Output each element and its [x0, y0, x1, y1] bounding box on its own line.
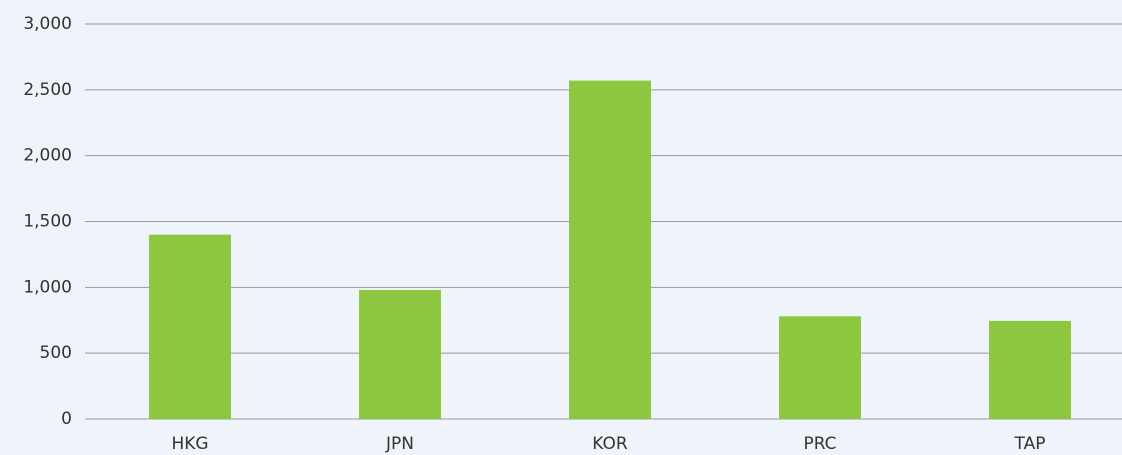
- y-tick-label: 2,000: [23, 146, 72, 166]
- x-tick-label: KOR: [592, 434, 628, 454]
- bar: [989, 320, 1071, 419]
- bar: [359, 289, 441, 419]
- y-tick-label: 3,000: [23, 14, 72, 34]
- x-tick-label: PRC: [803, 434, 836, 454]
- y-tick-label: 500: [40, 343, 72, 363]
- y-tick-label: 1,000: [23, 277, 72, 297]
- y-tick-label: 1,500: [23, 212, 72, 232]
- bar: [569, 80, 651, 419]
- x-tick-label: TAP: [1014, 434, 1046, 454]
- y-tick-label: 0: [61, 409, 72, 429]
- y-tick-label: 2,500: [23, 80, 72, 100]
- x-tick-label: JPN: [385, 434, 414, 454]
- x-tick-label: HKG: [171, 434, 208, 454]
- bar: [149, 234, 231, 419]
- bar: [779, 316, 861, 419]
